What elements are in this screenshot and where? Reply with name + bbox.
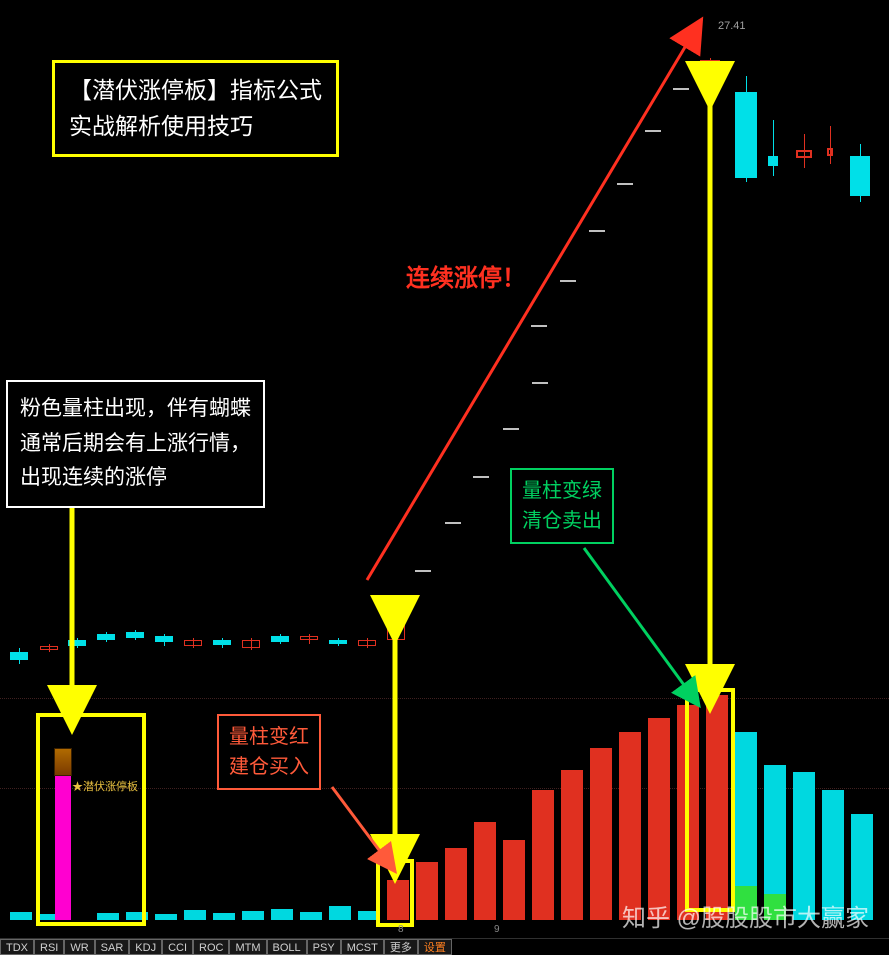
candle-top: [850, 0, 870, 955]
buy-annotation: 量柱变红 建仓买入: [217, 714, 321, 790]
limit-up-mark: [389, 611, 405, 613]
limit-up-mark: [645, 130, 661, 132]
limit-up-mark: [531, 325, 547, 327]
indicator-tab-mtm[interactable]: MTM: [229, 939, 266, 955]
limit-up-mark: [673, 88, 689, 90]
volume-bar: [619, 732, 641, 920]
indicator-tab-wr[interactable]: WR: [64, 939, 94, 955]
volume-bar: [300, 912, 322, 920]
volume-bar: [329, 906, 351, 920]
indicator-tab-bar: TDXRSIWRSARKDJCCIROCMTMBOLLPSYMCST更多设置: [0, 938, 889, 955]
volume-bar: [213, 913, 235, 920]
buy-line1: 量柱变红: [229, 722, 309, 752]
rally-text: 连续涨停！: [406, 258, 526, 293]
indicator-star-label: ★潜伏涨停板: [72, 778, 138, 794]
desc-line2: 通常后期会有上涨行情，: [20, 427, 251, 462]
indicator-tab-boll[interactable]: BOLL: [267, 939, 307, 955]
watermark-text: 知乎 @股股股市大赢家: [622, 898, 869, 933]
volume-bar: [590, 748, 612, 920]
sell-line1: 量柱变绿: [522, 476, 602, 506]
indicator-tab-roc[interactable]: ROC: [193, 939, 229, 955]
volume-bar: [561, 770, 583, 920]
sell-line2: 清仓卖出: [522, 506, 602, 536]
limit-up-mark: [532, 382, 548, 384]
sell-annotation: 量柱变绿 清仓卖出: [510, 468, 614, 544]
volume-bar: [416, 862, 438, 920]
candle-small: [358, 0, 376, 955]
title-box: 【潜伏涨停板】指标公式 实战解析使用技巧: [52, 60, 339, 157]
description-box: 粉色量柱出现，伴有蝴蝶 通常后期会有上涨行情， 出现连续的涨停: [6, 380, 265, 508]
limit-up-mark: [445, 522, 461, 524]
candle-small: [387, 0, 405, 955]
indicator-tab-kdj[interactable]: KDJ: [129, 939, 162, 955]
highlight-rect: [36, 713, 146, 926]
volume-bar: [271, 909, 293, 920]
title-line2: 实战解析使用技巧: [69, 109, 322, 145]
arrow: [584, 548, 692, 696]
limit-up-mark: [473, 476, 489, 478]
volume-bar: [155, 914, 177, 920]
volume-bar: [503, 840, 525, 920]
highlight-rect: [376, 859, 414, 927]
limit-up-mark: [589, 230, 605, 232]
volume-bar: [184, 910, 206, 920]
price-value-label: 27.41: [718, 20, 746, 32]
indicator-tab-sar[interactable]: SAR: [95, 939, 130, 955]
butterfly-icon: [54, 748, 72, 776]
limit-up-mark: [503, 428, 519, 430]
indicator-tab-mcst[interactable]: MCST: [341, 939, 384, 955]
indicator-tab-更多[interactable]: 更多: [384, 939, 418, 955]
indicator-tab-cci[interactable]: CCI: [162, 939, 193, 955]
highlight-rect: [685, 688, 735, 912]
desc-line1: 粉色量柱出现，伴有蝴蝶: [20, 392, 251, 427]
desc-line3: 出现连续的涨停: [20, 461, 251, 496]
buy-line2: 建仓买入: [229, 752, 309, 782]
indicator-tab-设置[interactable]: 设置: [418, 939, 452, 955]
volume-bar: [242, 911, 264, 920]
volume-bar: [532, 790, 554, 920]
limit-up-mark: [560, 280, 576, 282]
indicator-tab-rsi[interactable]: RSI: [34, 939, 64, 955]
limit-up-mark: [415, 570, 431, 572]
indicator-tab-tdx[interactable]: TDX: [0, 939, 34, 955]
limit-up-mark: [617, 183, 633, 185]
volume-bar: [474, 822, 496, 920]
volume-bar: [648, 718, 670, 920]
title-line1: 【潜伏涨停板】指标公式: [69, 73, 322, 109]
indicator-tab-psy[interactable]: PSY: [307, 939, 341, 955]
volume-bar: [10, 912, 32, 920]
volume-bar: [445, 848, 467, 920]
stock-chart-canvas: 【潜伏涨停板】指标公式 实战解析使用技巧 粉色量柱出现，伴有蝴蝶 通常后期会有上…: [0, 0, 889, 955]
axis-label: 9: [494, 924, 500, 935]
axis-label: 8: [398, 924, 404, 935]
